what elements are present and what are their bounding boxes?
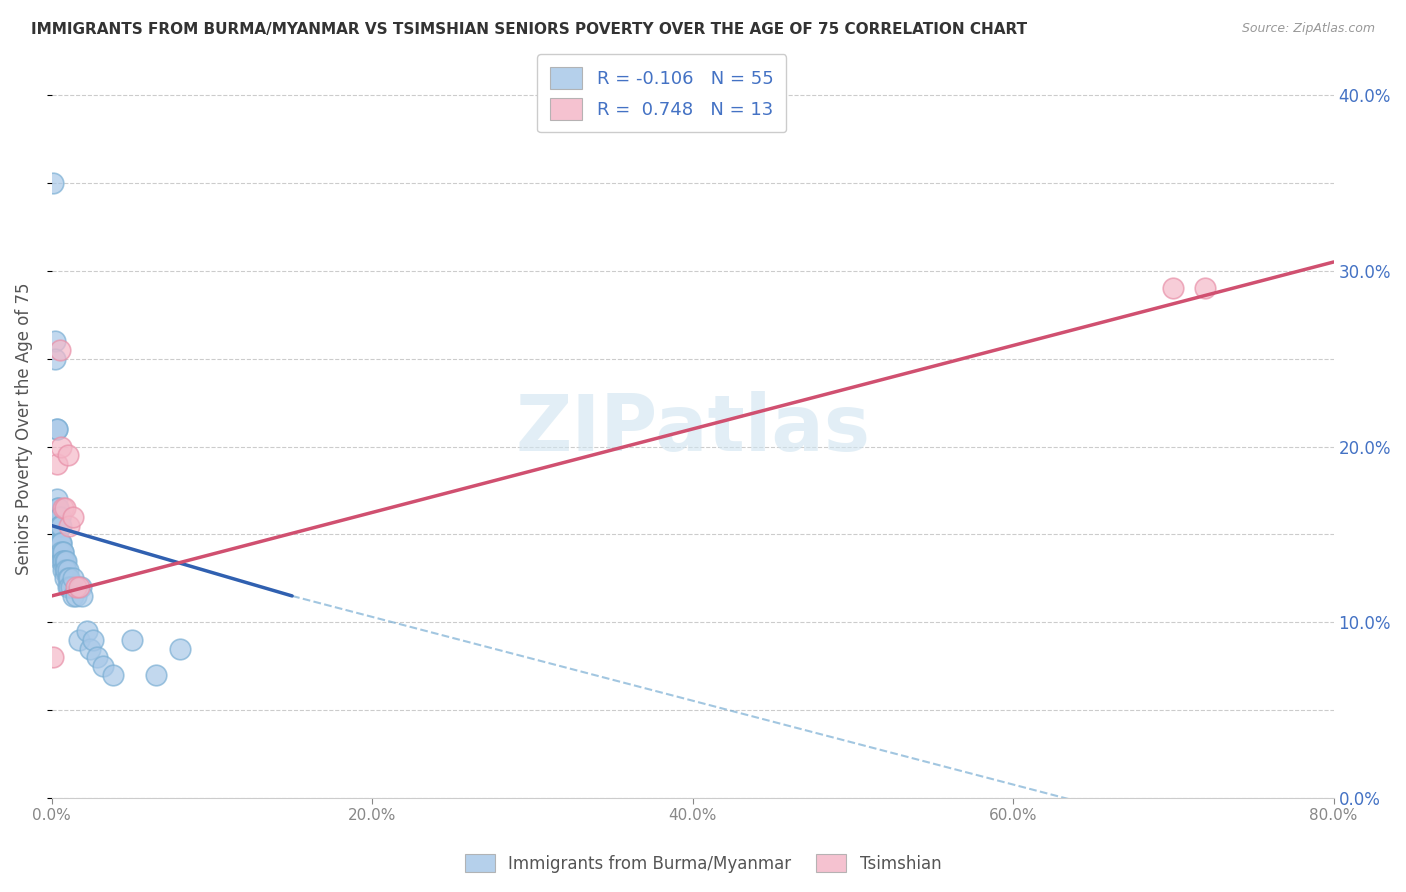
Point	[59, 580, 82, 594]
Point	[65, 589, 87, 603]
Point	[55, 563, 77, 577]
Point	[121, 632, 143, 647]
Point	[55, 554, 77, 568]
Point	[52, 554, 75, 568]
Text: IMMIGRANTS FROM BURMA/MYANMAR VS TSIMSHIAN SENIORS POVERTY OVER THE AGE OF 75 CO: IMMIGRANTS FROM BURMA/MYANMAR VS TSIMSHI…	[31, 22, 1026, 37]
Legend: R = -0.106   N = 55, R =  0.748   N = 13: R = -0.106 N = 55, R = 0.748 N = 13	[537, 54, 786, 133]
Y-axis label: Seniors Poverty Over the Age of 75: Seniors Poverty Over the Age of 75	[15, 283, 32, 575]
Point	[49, 518, 72, 533]
Point	[145, 668, 167, 682]
Legend: Immigrants from Burma/Myanmar, Tsimshian: Immigrants from Burma/Myanmar, Tsimshian	[458, 847, 948, 880]
Point	[49, 343, 72, 357]
Point	[79, 641, 101, 656]
Point	[56, 563, 79, 577]
Point	[42, 176, 65, 190]
Point	[44, 334, 66, 348]
Text: ZIPatlas: ZIPatlas	[515, 391, 870, 467]
Point	[53, 571, 76, 585]
Point	[49, 545, 72, 559]
Point	[45, 492, 67, 507]
Point	[69, 580, 91, 594]
Point	[46, 518, 69, 533]
Point	[42, 650, 65, 665]
Point	[53, 563, 76, 577]
Point	[51, 440, 73, 454]
Text: Source: ZipAtlas.com: Source: ZipAtlas.com	[1241, 22, 1375, 36]
Point	[86, 650, 108, 665]
Point	[52, 545, 75, 559]
Point	[49, 536, 72, 550]
Point	[49, 518, 72, 533]
Point	[1194, 281, 1216, 295]
Point	[67, 580, 90, 594]
Point	[44, 351, 66, 366]
Point	[76, 624, 98, 638]
Point	[49, 509, 72, 524]
Point	[62, 571, 84, 585]
Point	[56, 571, 79, 585]
Point	[53, 501, 76, 516]
Point	[62, 589, 84, 603]
Point	[49, 509, 72, 524]
Point	[51, 554, 73, 568]
Point	[45, 422, 67, 436]
Point	[46, 518, 69, 533]
Point	[46, 501, 69, 516]
Point	[49, 518, 72, 533]
Point	[70, 589, 93, 603]
Point	[52, 545, 75, 559]
Point	[53, 554, 76, 568]
Point	[51, 536, 73, 550]
Point	[46, 518, 69, 533]
Point	[62, 509, 84, 524]
Point	[58, 571, 80, 585]
Point	[56, 448, 79, 462]
Point	[1163, 281, 1185, 295]
Point	[65, 580, 87, 594]
Point	[51, 518, 73, 533]
Point	[45, 457, 67, 471]
Point	[52, 554, 75, 568]
Point	[51, 536, 73, 550]
Point	[58, 580, 80, 594]
Point	[52, 501, 75, 516]
Point	[82, 632, 104, 647]
Point	[51, 545, 73, 559]
Point	[52, 563, 75, 577]
Point	[58, 518, 80, 533]
Point	[169, 641, 191, 656]
Point	[45, 422, 67, 436]
Point	[46, 501, 69, 516]
Point	[67, 632, 90, 647]
Point	[56, 580, 79, 594]
Point	[49, 536, 72, 550]
Point	[91, 659, 114, 673]
Point	[101, 668, 124, 682]
